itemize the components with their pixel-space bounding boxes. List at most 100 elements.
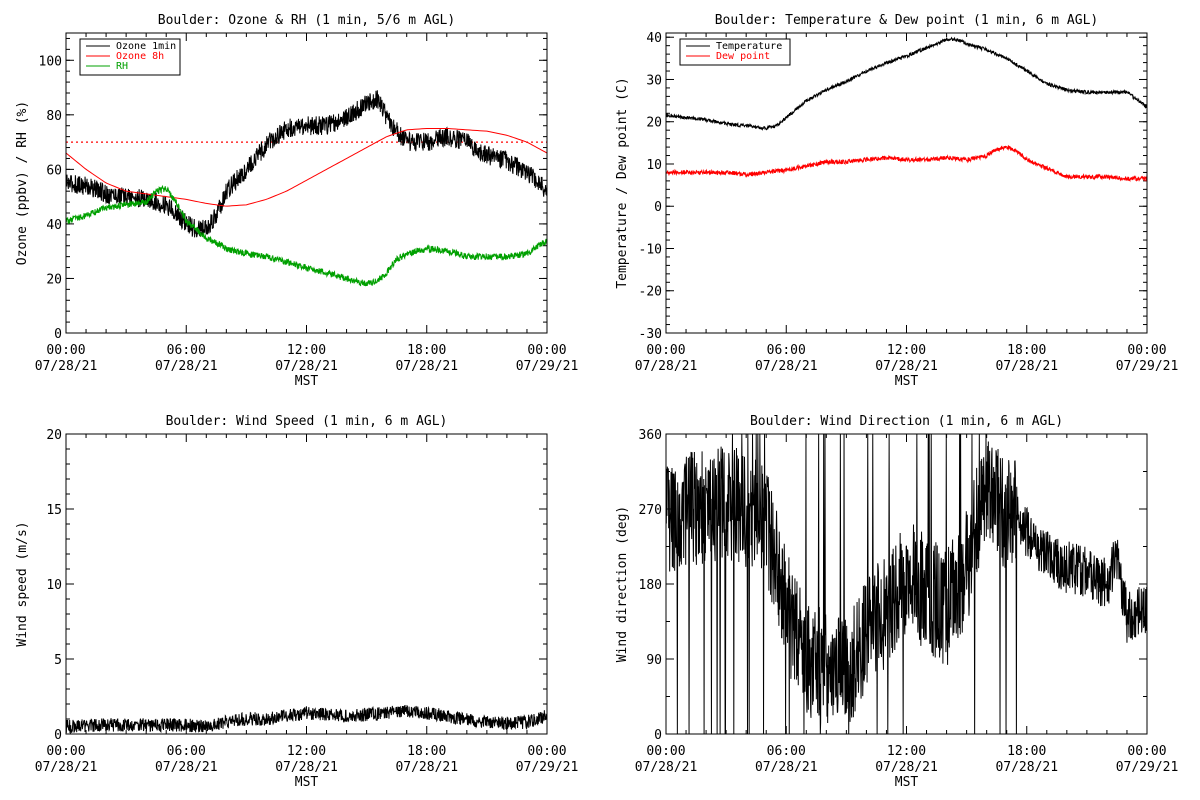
x-axis-label: MST (295, 374, 319, 389)
y-tick-label: 0 (54, 327, 62, 342)
x-axis-label: MST (895, 374, 919, 389)
x-tick-date: 07/29/21 (516, 760, 579, 775)
x-tick-date: 07/28/21 (635, 359, 698, 374)
y-tick-label: 0 (54, 728, 62, 743)
series-line-data (666, 434, 1147, 734)
x-tick-time: 18:00 (407, 343, 446, 358)
x-axis-label: MST (295, 775, 319, 790)
legend-label: Ozone 8h (116, 51, 164, 62)
plot-area (666, 36, 1147, 183)
x-tick-time: 06:00 (767, 343, 806, 358)
legend-box (679, 38, 791, 66)
x-tick-time: 00:00 (527, 744, 566, 759)
wind-speed-panel: Boulder: Wind Speed (1 min, 6 m AGL) 0 5 10… (15, 414, 578, 790)
x-tick-date: 07/28/21 (875, 359, 938, 374)
x-tick-time: 00:00 (1127, 744, 1166, 759)
plot-area (66, 90, 547, 287)
y-axis-label: Temperature / Dew point (C) (615, 77, 630, 288)
legend-label: Temperature (716, 41, 782, 52)
x-tick-date: 07/29/21 (516, 359, 579, 374)
x-tick-date: 07/28/21 (755, 760, 818, 775)
series-line-ozone-8h (66, 127, 547, 207)
plot-frame (665, 433, 1148, 735)
y-tick-label: -10 (639, 242, 662, 257)
series-line-ozone-1min (66, 90, 547, 238)
y-tick-label: 80 (46, 109, 62, 124)
x-tick-date: 07/29/21 (1116, 760, 1179, 775)
y-tick-label: 15 (46, 503, 62, 518)
y-tick-label: 40 (46, 218, 62, 233)
x-tick-time: 00:00 (46, 744, 85, 759)
y-tick-label: 5 (54, 653, 62, 668)
y-tick-label: 0 (654, 728, 662, 743)
x-tick-time: 06:00 (167, 343, 206, 358)
x-tick-date: 07/28/21 (155, 760, 218, 775)
x-tick-time: 12:00 (287, 343, 326, 358)
legend-label: Ozone 1min (116, 41, 176, 52)
x-tick-time: 00:00 (46, 343, 85, 358)
y-axis-label: Ozone (ppbv) / RH (%) (15, 101, 30, 265)
x-tick-date: 07/28/21 (755, 359, 818, 374)
chart-title: Boulder: Temperature & Dew point (1 min,… (715, 13, 1099, 28)
y-tick-label: 40 (646, 31, 662, 46)
y-tick-label: 360 (639, 428, 662, 443)
x-tick-time: 18:00 (407, 744, 446, 759)
x-tick-time: 00:00 (646, 744, 685, 759)
y-tick-label: -20 (639, 285, 662, 300)
y-axis-label: Wind speed (m/s) (15, 521, 30, 646)
x-tick-time: 00:00 (646, 343, 685, 358)
plot-area (66, 704, 547, 734)
x-tick-time: 18:00 (1007, 744, 1046, 759)
x-tick-date: 07/28/21 (35, 359, 98, 374)
x-tick-date: 07/28/21 (275, 760, 338, 775)
series-line-data (66, 704, 547, 734)
y-tick-label: 180 (639, 578, 662, 593)
x-tick-date: 07/28/21 (275, 359, 338, 374)
x-tick-date: 07/28/21 (395, 760, 458, 775)
y-tick-label: 0 (654, 200, 662, 215)
x-axis-label: MST (895, 775, 919, 790)
y-tick-label: 20 (646, 116, 662, 131)
plot-frame (65, 32, 548, 334)
y-tick-label: 10 (46, 578, 62, 593)
y-tick-label: -30 (639, 327, 662, 342)
x-tick-time: 00:00 (1127, 343, 1166, 358)
x-tick-time: 12:00 (887, 343, 926, 358)
legend-box (79, 38, 181, 76)
y-tick-label: 30 (646, 73, 662, 88)
x-tick-date: 07/28/21 (635, 760, 698, 775)
plot-frame (65, 433, 548, 735)
x-tick-time: 06:00 (767, 744, 806, 759)
series-line-rh (66, 184, 547, 287)
y-axis-label: Wind direction (deg) (615, 506, 630, 663)
y-tick-label: 10 (646, 158, 662, 173)
x-tick-date: 07/28/21 (875, 760, 938, 775)
x-tick-date: 07/29/21 (1116, 359, 1179, 374)
x-tick-time: 12:00 (287, 744, 326, 759)
legend-label: RH (116, 61, 128, 72)
chart-title: Boulder: Wind Direction (1 min, 6 m AGL) (750, 414, 1063, 429)
x-tick-date: 07/28/21 (35, 760, 98, 775)
legend-label: Dew point (716, 51, 770, 62)
x-tick-time: 18:00 (1007, 343, 1046, 358)
y-tick-label: 270 (639, 503, 662, 518)
y-tick-label: 90 (646, 653, 662, 668)
y-tick-label: 20 (46, 272, 62, 287)
x-tick-time: 12:00 (887, 744, 926, 759)
x-tick-date: 07/28/21 (995, 760, 1058, 775)
series-line-dew-point (666, 144, 1147, 183)
x-tick-date: 07/28/21 (155, 359, 218, 374)
chart-title: Boulder: Ozone & RH (1 min, 5/6 m AGL) (158, 13, 455, 28)
plot-frame (665, 32, 1148, 334)
wind-direction-panel: Boulder: Wind Direction (1 min, 6 m AGL)… (615, 414, 1178, 790)
series-line-temperature (666, 36, 1147, 132)
chart-title: Boulder: Wind Speed (1 min, 6 m AGL) (166, 414, 448, 429)
y-tick-label: 100 (39, 54, 62, 69)
ozone-rh-panel: Boulder: Ozone & RH (1 min, 5/6 m AGL) 0 2… (15, 13, 578, 389)
x-tick-date: 07/28/21 (995, 359, 1058, 374)
x-tick-time: 06:00 (167, 744, 206, 759)
x-tick-time: 00:00 (527, 343, 566, 358)
